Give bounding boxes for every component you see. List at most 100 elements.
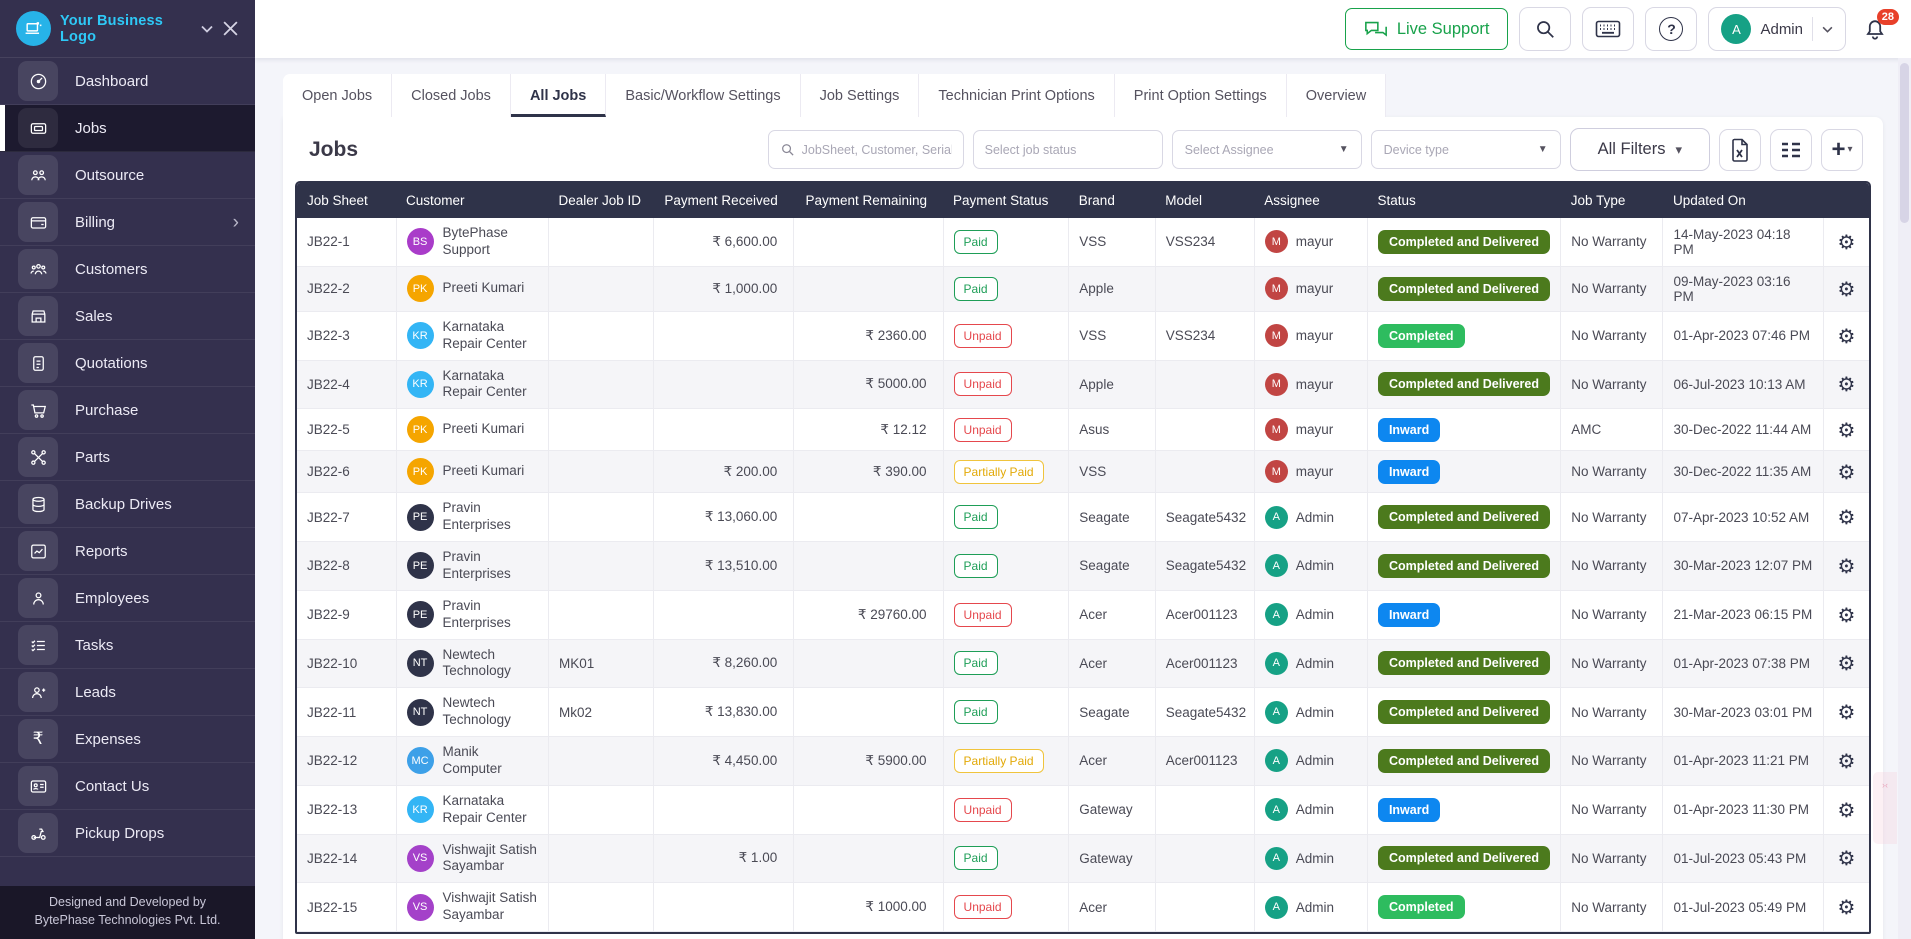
job-sheet-cell[interactable]: JB22-15 bbox=[297, 882, 397, 932]
job-sheet-cell[interactable]: JB22-3 bbox=[297, 311, 397, 361]
row-settings-gear-icon[interactable]: ⚙ bbox=[1837, 276, 1856, 301]
row-settings-gear-icon[interactable]: ⚙ bbox=[1837, 459, 1856, 484]
tab-open-jobs[interactable]: Open Jobs bbox=[283, 74, 393, 117]
table-row[interactable]: JB22-4 KR Karnataka Repair Center ₹ 5000… bbox=[297, 360, 1869, 410]
row-settings-gear-icon[interactable]: ⚙ bbox=[1837, 651, 1856, 676]
row-settings-gear-icon[interactable]: ⚙ bbox=[1837, 846, 1856, 871]
job-sheet-cell[interactable]: JB22-6 bbox=[297, 450, 397, 494]
sidebar-item-sales[interactable]: Sales bbox=[0, 293, 255, 340]
customer-name[interactable]: Preeti Kumari bbox=[442, 463, 525, 479]
global-search-button[interactable] bbox=[1519, 7, 1572, 51]
customer-name[interactable]: Karnataka Repair Center bbox=[442, 792, 527, 825]
help-button[interactable]: ? bbox=[1645, 7, 1698, 51]
customer-name[interactable]: Newtech Technology bbox=[442, 646, 511, 679]
sidebar-item-leads[interactable]: Leads bbox=[0, 669, 255, 716]
customer-name[interactable]: Pravin Enterprises bbox=[442, 549, 511, 581]
collapsed-widget-handle[interactable]: ›‹ bbox=[1873, 772, 1897, 844]
table-row[interactable]: JB22-12 MC Manik Computer ₹ 4,450.00 ₹ 5… bbox=[297, 736, 1869, 786]
sidebar-item-reports[interactable]: Reports bbox=[0, 528, 255, 575]
job-sheet-cell[interactable]: JB22-14 bbox=[297, 834, 397, 884]
tab-all-jobs[interactable]: All Jobs bbox=[510, 74, 607, 117]
job-sheet-cell[interactable]: JB22-2 bbox=[297, 266, 397, 312]
sidebar-item-dashboard[interactable]: Dashboard bbox=[0, 58, 255, 105]
job-sheet-cell[interactable]: JB22-12 bbox=[297, 736, 397, 786]
table-row[interactable]: JB22-10 NT Newtech Technology MK01 ₹ 8,2… bbox=[297, 639, 1869, 689]
job-status-input[interactable] bbox=[984, 142, 1151, 157]
sidebar-item-quotations[interactable]: Quotations bbox=[0, 340, 255, 387]
customer-name[interactable]: Manik Computer bbox=[442, 744, 502, 776]
tab-closed-jobs[interactable]: Closed Jobs bbox=[392, 74, 511, 117]
sidebar-item-contact-us[interactable]: Contact Us bbox=[0, 763, 255, 810]
table-row[interactable]: JB22-15 VS Vishwajit Satish Sayambar ₹ 1… bbox=[297, 882, 1869, 932]
business-logo-icon[interactable] bbox=[16, 11, 51, 46]
assignee-select[interactable]: Select Assignee ▼ bbox=[1171, 130, 1362, 169]
table-row[interactable]: JB22-11 NT Newtech Technology Mk02 ₹ 13,… bbox=[297, 687, 1869, 737]
row-settings-gear-icon[interactable]: ⚙ bbox=[1837, 748, 1856, 773]
tab-job-settings[interactable]: Job Settings bbox=[800, 74, 920, 117]
all-filters-button[interactable]: All Filters ▾ bbox=[1569, 128, 1710, 171]
customer-name[interactable]: BytePhase Support bbox=[442, 225, 508, 257]
live-support-button[interactable]: Live Support bbox=[1344, 8, 1509, 50]
tab-basic-workflow-settings[interactable]: Basic/Workflow Settings bbox=[606, 74, 801, 117]
table-row[interactable]: JB22-3 KR Karnataka Repair Center ₹ 2360… bbox=[297, 311, 1869, 361]
job-sheet-cell[interactable]: JB22-9 bbox=[297, 590, 397, 640]
job-sheet-cell[interactable]: JB22-1 bbox=[297, 218, 397, 267]
table-row[interactable]: JB22-7 PE Pravin Enterprises ₹ 13,060.00… bbox=[297, 492, 1869, 542]
tab-technician-print-options[interactable]: Technician Print Options bbox=[919, 74, 1115, 117]
customer-name[interactable]: Vishwajit Satish Sayambar bbox=[442, 841, 537, 874]
logo-chevron-down-icon[interactable] bbox=[201, 25, 213, 33]
keyboard-shortcuts-button[interactable] bbox=[1582, 7, 1635, 51]
scrollbar-thumb[interactable] bbox=[1900, 63, 1909, 223]
customer-name[interactable]: Newtech Technology bbox=[442, 695, 511, 728]
page-scrollbar[interactable] bbox=[1898, 58, 1911, 939]
job-sheet-cell[interactable]: JB22-5 bbox=[297, 408, 397, 452]
table-row[interactable]: JB22-14 VS Vishwajit Satish Sayambar ₹ 1… bbox=[297, 834, 1869, 884]
table-row[interactable]: JB22-8 PE Pravin Enterprises ₹ 13,510.00… bbox=[297, 541, 1869, 591]
customer-name[interactable]: Karnataka Repair Center bbox=[442, 367, 527, 400]
column-settings-button[interactable] bbox=[1770, 128, 1812, 171]
customer-name[interactable]: Preeti Kumari bbox=[442, 421, 525, 437]
business-logo-text[interactable]: Your Business Logo bbox=[60, 12, 164, 45]
row-settings-gear-icon[interactable]: ⚙ bbox=[1837, 797, 1856, 822]
row-settings-gear-icon[interactable]: ⚙ bbox=[1837, 372, 1856, 397]
row-settings-gear-icon[interactable]: ⚙ bbox=[1837, 323, 1856, 348]
tab-print-option-settings[interactable]: Print Option Settings bbox=[1114, 74, 1287, 117]
sidebar-item-billing[interactable]: Billing › bbox=[0, 199, 255, 246]
sidebar-item-parts[interactable]: Parts bbox=[0, 434, 255, 481]
notifications-button[interactable]: 28 bbox=[1863, 9, 1899, 42]
row-settings-gear-icon[interactable]: ⚙ bbox=[1837, 895, 1856, 920]
job-sheet-cell[interactable]: JB22-11 bbox=[297, 687, 397, 737]
job-sheet-cell[interactable]: JB22-7 bbox=[297, 492, 397, 542]
customer-name[interactable]: Vishwajit Satish Sayambar bbox=[442, 890, 537, 923]
table-row[interactable]: JB22-2 PK Preeti Kumari ₹ 1,000.00 Paid … bbox=[297, 266, 1869, 312]
export-excel-button[interactable] bbox=[1719, 128, 1761, 171]
sidebar-close-icon[interactable] bbox=[222, 20, 239, 37]
row-settings-gear-icon[interactable]: ⚙ bbox=[1837, 553, 1856, 578]
sidebar-item-backup-drives[interactable]: Backup Drives bbox=[0, 481, 255, 528]
table-row[interactable]: JB22-1 BS BytePhase Support ₹ 6,600.00 P… bbox=[297, 218, 1869, 267]
row-settings-gear-icon[interactable]: ⚙ bbox=[1837, 700, 1856, 725]
job-sheet-cell[interactable]: JB22-13 bbox=[297, 785, 397, 835]
sidebar-item-expenses[interactable]: ₹ Expenses bbox=[0, 716, 255, 763]
sidebar-item-outsource[interactable]: Outsource bbox=[0, 152, 255, 199]
job-sheet-cell[interactable]: JB22-10 bbox=[297, 639, 397, 689]
table-row[interactable]: JB22-9 PE Pravin Enterprises ₹ 29760.00 … bbox=[297, 590, 1869, 640]
table-row[interactable]: JB22-13 KR Karnataka Repair Center Unpai… bbox=[297, 785, 1869, 835]
table-row[interactable]: JB22-6 PK Preeti Kumari ₹ 200.00 ₹ 390.0… bbox=[297, 450, 1869, 494]
sidebar-item-customers[interactable]: Customers bbox=[0, 246, 255, 293]
sidebar-item-pickup-drops[interactable]: Pickup Drops bbox=[0, 810, 255, 857]
admin-menu[interactable]: A Admin bbox=[1708, 7, 1846, 51]
customer-name[interactable]: Preeti Kumari bbox=[442, 280, 525, 296]
sidebar-item-employees[interactable]: Employees bbox=[0, 575, 255, 622]
jobs-search-input[interactable] bbox=[801, 142, 952, 157]
customer-name[interactable]: Pravin Enterprises bbox=[442, 500, 511, 533]
job-sheet-cell[interactable]: JB22-4 bbox=[297, 360, 397, 410]
device-type-select[interactable]: Device type ▼ bbox=[1370, 130, 1561, 169]
row-settings-gear-icon[interactable]: ⚙ bbox=[1837, 602, 1856, 627]
customer-name[interactable]: Karnataka Repair Center bbox=[442, 318, 527, 351]
add-job-button[interactable]: + ▾ bbox=[1821, 128, 1863, 171]
job-sheet-cell[interactable]: JB22-8 bbox=[297, 541, 397, 591]
sidebar-item-tasks[interactable]: Tasks bbox=[0, 622, 255, 669]
row-settings-gear-icon[interactable]: ⚙ bbox=[1837, 229, 1856, 254]
row-settings-gear-icon[interactable]: ⚙ bbox=[1837, 505, 1856, 530]
